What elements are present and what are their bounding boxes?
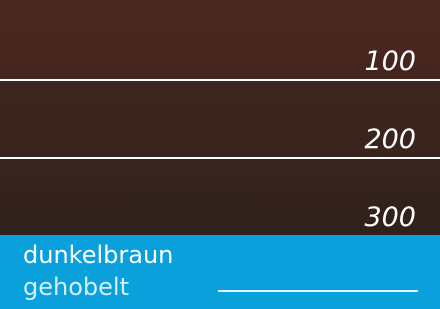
finish-line bbox=[218, 290, 418, 292]
footer: dunkelbraun gehobelt bbox=[0, 235, 440, 309]
swatch-label: 100 bbox=[364, 48, 416, 75]
swatch-label: 200 bbox=[364, 126, 416, 153]
swatch: 300 bbox=[0, 159, 440, 235]
color-name: dunkelbraun bbox=[23, 243, 173, 267]
swatch: 200 bbox=[0, 81, 440, 157]
finish: gehobelt bbox=[23, 275, 129, 299]
swatch-card: 100 200 300 dunkelbraun gehobelt bbox=[0, 0, 440, 309]
swatch-label: 300 bbox=[364, 204, 416, 231]
swatch: 100 bbox=[0, 0, 440, 79]
